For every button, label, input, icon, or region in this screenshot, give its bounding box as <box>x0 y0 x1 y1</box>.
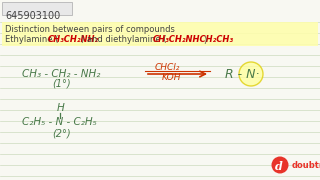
Text: ) and diethylamine (: ) and diethylamine ( <box>81 35 166 44</box>
Text: CH₃CH₂NHCH₂CH₃: CH₃CH₂NHCH₂CH₃ <box>153 35 234 44</box>
Text: CHCl₂: CHCl₂ <box>155 62 180 71</box>
Circle shape <box>239 62 263 86</box>
Text: CH₃CH₂NH₂: CH₃CH₂NH₂ <box>48 35 99 44</box>
Text: 645903100: 645903100 <box>5 11 60 21</box>
Text: CH₃ - CH₂ - NH₂: CH₃ - CH₂ - NH₂ <box>22 69 100 79</box>
Text: ): ) <box>203 35 206 44</box>
Text: (1°): (1°) <box>52 79 71 89</box>
Text: KOH: KOH <box>162 73 181 82</box>
Text: C₂H₅ - N - C₂H₅: C₂H₅ - N - C₂H₅ <box>22 117 97 127</box>
Text: d: d <box>275 161 283 172</box>
Text: Ethylamine (: Ethylamine ( <box>5 35 58 44</box>
Text: (2°): (2°) <box>52 128 71 138</box>
Text: R - N·: R - N· <box>225 68 260 80</box>
Text: H: H <box>57 103 65 113</box>
Text: doubtnut: doubtnut <box>292 161 320 170</box>
FancyBboxPatch shape <box>2 22 318 46</box>
Text: Distinction between pairs of compounds: Distinction between pairs of compounds <box>5 24 175 33</box>
FancyBboxPatch shape <box>2 2 72 15</box>
Circle shape <box>271 156 289 174</box>
